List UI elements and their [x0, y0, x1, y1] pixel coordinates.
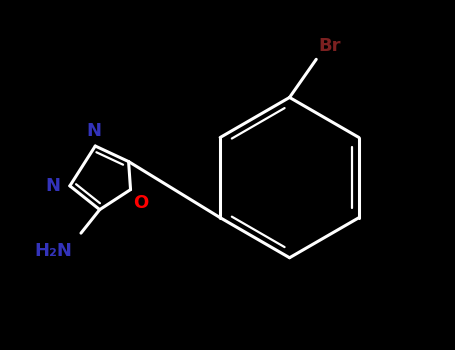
- Text: H₂N: H₂N: [34, 242, 72, 260]
- Text: Br: Br: [319, 37, 341, 55]
- Text: O: O: [133, 194, 148, 212]
- Text: N: N: [87, 122, 102, 140]
- Text: N: N: [46, 177, 61, 195]
